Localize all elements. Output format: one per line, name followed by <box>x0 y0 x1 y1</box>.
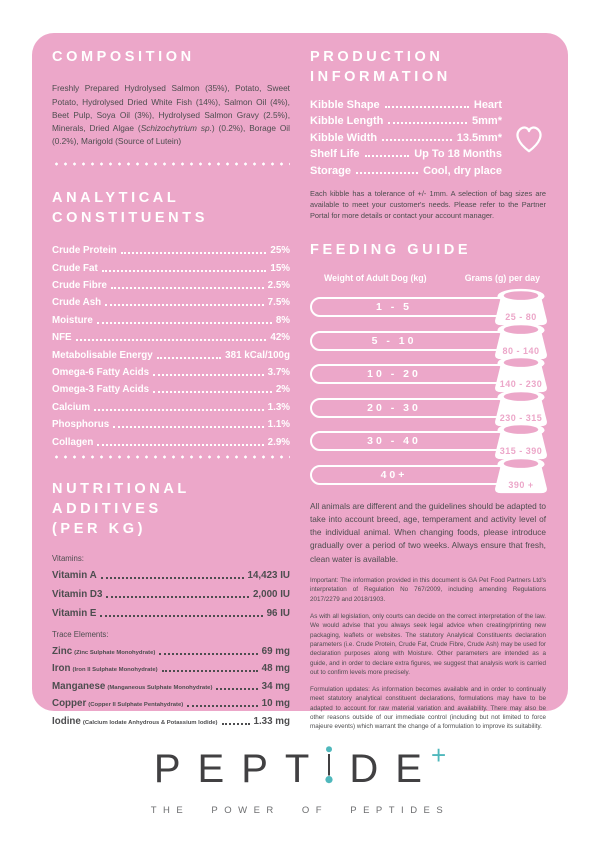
formulation-note: Formulation updates: As information beco… <box>310 686 546 731</box>
trace-element-row: Iron (Iron II Sulphate Monohydrate) 48 m… <box>52 663 290 675</box>
production-info-block: Kibble Shape Heart Kibble Length 5mm* Ki <box>310 95 546 177</box>
grams-column-header: Grams (g) per day <box>464 273 540 284</box>
feeding-guide-row: 5 - 10 80 - 140 <box>310 322 547 359</box>
left-column: COMPOSITION Freshly Prepared Hydrolysed … <box>52 47 290 727</box>
production-row: Kibble Shape Heart <box>310 98 502 111</box>
dotted-divider <box>52 161 290 166</box>
vitamin-row: Vitamin D3 2,000 IU <box>52 589 290 600</box>
analytical-title: ANALYTICAL CONSTITUENTS <box>52 189 208 226</box>
feeding-guide-rows: 1 - 5 25 - 80 <box>310 289 547 493</box>
trace-element-row: Manganese (Manganeous Sulphate Monohydra… <box>52 680 290 692</box>
trace-element-row: Copper (Copper II Sulphate Pentahydrate)… <box>52 698 290 710</box>
trace-elements-label: Trace Elements: <box>52 629 109 639</box>
pink-info-card: COMPOSITION Freshly Prepared Hydrolysed … <box>32 33 568 730</box>
weight-column-header: Weight of Adult Dog (kg) <box>324 273 427 284</box>
dotted-leader <box>156 356 222 359</box>
logo-plus-icon: + <box>430 740 447 770</box>
dotted-leader <box>153 391 272 394</box>
production-title: PRODUCTION INFORMATION <box>310 49 451 86</box>
composition-species-italic: Schizochytrium sp. <box>140 123 212 134</box>
production-rows: Kibble Shape Heart Kibble Length 5mm* Ki <box>310 95 502 177</box>
dotted-leader <box>113 426 264 429</box>
brand-tagline: THE POWER OF PEPTIDES <box>150 805 450 816</box>
dotted-leader <box>120 252 267 255</box>
feeding-guide-row: 30 - 40 315 - 390 <box>310 423 547 460</box>
dog-bowl-icon: 25 - 80 <box>492 286 550 328</box>
legal-note: As with all legislation, only courts can… <box>310 612 546 676</box>
dog-bowl-icon: 315 - 390 <box>492 420 550 462</box>
dog-bowl-icon: 80 - 140 <box>492 320 550 362</box>
dotted-leader <box>364 155 410 158</box>
dotted-leader <box>159 652 258 655</box>
dotted-leader <box>388 122 468 125</box>
analytical-rows: Crude Protein 25% Crude Fat 15% Crude Fi… <box>52 245 290 447</box>
analytical-row: Crude Fibre 2.5% <box>52 280 290 291</box>
analytical-row: Collagen 2.9% <box>52 436 290 448</box>
production-row: Kibble Length 5mm* <box>310 115 502 128</box>
trace-element-row: Zinc (Zinc Sulphate Monohydrate) 69 mg <box>52 645 290 657</box>
dog-bowl-icon: 390 + <box>492 454 550 496</box>
dotted-leader <box>153 373 264 376</box>
feeding-guide-headers: Weight of Adult Dog (kg) Grams (g) per d… <box>310 273 546 283</box>
feeding-guide-row: 10 - 20 140 - 230 <box>310 356 547 393</box>
dotted-leader <box>382 138 452 141</box>
nutritional-title: NUTRITIONAL ADDITIVES (PER KG) <box>52 480 190 538</box>
dotted-leader <box>97 443 264 446</box>
dotted-leader <box>161 670 258 673</box>
brand-logo: PEPT DE+ THE POWER OF PEPTIDES <box>0 742 600 816</box>
analytical-row: Crude Protein 25% <box>52 245 290 257</box>
trace-element-row: Iodine (Calcium Iodate Anhydrous & Potas… <box>52 715 290 727</box>
dotted-leader <box>106 596 249 598</box>
analytical-row: Calcium 1.3% <box>52 401 290 413</box>
dotted-leader <box>110 287 264 289</box>
dotted-leader <box>384 105 469 108</box>
feeding-guide-row: 20 - 30 230 - 315 <box>310 389 547 426</box>
brand-wordmark: PEPT DE+ <box>153 740 447 791</box>
dotted-leader <box>221 722 250 725</box>
vitamin-row: Vitamin E 96 IU <box>52 607 290 619</box>
dotted-leader <box>96 321 272 324</box>
dotted-leader <box>187 705 258 708</box>
analytical-row: Phosphorus 1.1% <box>52 419 290 431</box>
production-row: Storage Cool, dry place <box>310 164 502 177</box>
production-row: Shelf Life Up To 18 Months <box>310 148 502 161</box>
vitamin-row: Vitamin A 14,423 IU <box>52 570 290 582</box>
analytical-row: NFE 42% <box>52 332 290 344</box>
analytical-row: Moisture 8% <box>52 314 290 326</box>
dotted-leader <box>94 408 264 411</box>
dotted-leader <box>355 171 419 174</box>
feeding-guide-row: 40+ 390 + <box>310 456 547 493</box>
dog-bowl-icon: 230 - 315 <box>492 387 550 429</box>
dotted-leader <box>101 269 267 272</box>
feeding-guide-row: 1 - 5 25 - 80 <box>310 289 547 326</box>
vitamin-rows: Vitamin A 14,423 IU Vitamin D3 2,000 IU … <box>52 570 290 618</box>
right-column: PRODUCTION INFORMATION Kibble Shape Hear… <box>310 47 547 730</box>
dotted-leader <box>100 577 244 580</box>
production-note: Each kibble has a tolerance of +/- 1mm. … <box>310 188 546 220</box>
dotted-leader <box>100 614 263 617</box>
regulation-note: Important: The information provided in t… <box>310 577 546 603</box>
dotted-divider <box>52 454 290 459</box>
analytical-row: Crude Ash 7.5% <box>52 297 290 309</box>
logo-letter-i-icon <box>325 746 333 784</box>
analytical-row: Omega-3 Fatty Acids 2% <box>52 384 290 396</box>
production-row: Kibble Width 13.5mm* <box>310 131 502 144</box>
dotted-leader <box>216 687 258 690</box>
analytical-row: Metabolisable Energy 381 kCal/100g <box>52 349 290 361</box>
composition-text: Freshly Prepared Hydrolysed Salmon (35%)… <box>52 83 290 147</box>
composition-title: COMPOSITION <box>52 49 195 65</box>
dotted-leader <box>105 304 264 307</box>
feeding-note: All animals are different and the guidel… <box>310 500 547 564</box>
dog-bowl-icon: 140 - 230 <box>492 353 550 395</box>
dotted-leader <box>75 339 267 342</box>
analytical-row: Crude Fat 15% <box>52 262 290 274</box>
analytical-row: Omega-6 Fatty Acids 3.7% <box>52 366 290 378</box>
feeding-guide-title: FEEDING GUIDE <box>310 241 472 258</box>
vitamins-label: Vitamins: <box>52 554 84 564</box>
trace-element-rows: Zinc (Zinc Sulphate Monohydrate) 69 mg I… <box>52 646 290 727</box>
heart-kibble-icon <box>516 125 542 152</box>
